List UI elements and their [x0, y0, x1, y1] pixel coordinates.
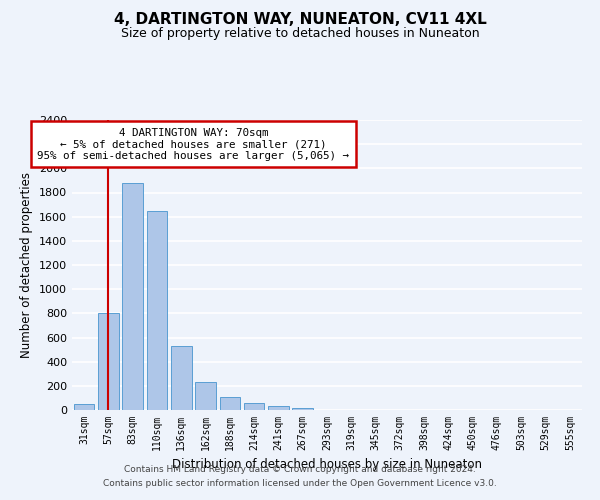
Bar	[195, 382, 216, 410]
Bar	[98, 314, 119, 410]
Bar	[292, 408, 313, 410]
X-axis label: Distribution of detached houses by size in Nuneaton: Distribution of detached houses by size …	[172, 458, 482, 471]
Text: Size of property relative to detached houses in Nuneaton: Size of property relative to detached ho…	[121, 28, 479, 40]
Bar	[220, 396, 240, 410]
Text: 4 DARTINGTON WAY: 70sqm
← 5% of detached houses are smaller (271)
95% of semi-de: 4 DARTINGTON WAY: 70sqm ← 5% of detached…	[37, 128, 349, 161]
Bar	[122, 183, 143, 410]
Bar	[268, 406, 289, 410]
Bar	[244, 404, 265, 410]
Text: 4, DARTINGTON WAY, NUNEATON, CV11 4XL: 4, DARTINGTON WAY, NUNEATON, CV11 4XL	[113, 12, 487, 28]
Bar	[146, 210, 167, 410]
Bar	[171, 346, 191, 410]
Y-axis label: Number of detached properties: Number of detached properties	[20, 172, 34, 358]
Text: Contains HM Land Registry data © Crown copyright and database right 2024.
Contai: Contains HM Land Registry data © Crown c…	[103, 466, 497, 487]
Bar	[74, 404, 94, 410]
